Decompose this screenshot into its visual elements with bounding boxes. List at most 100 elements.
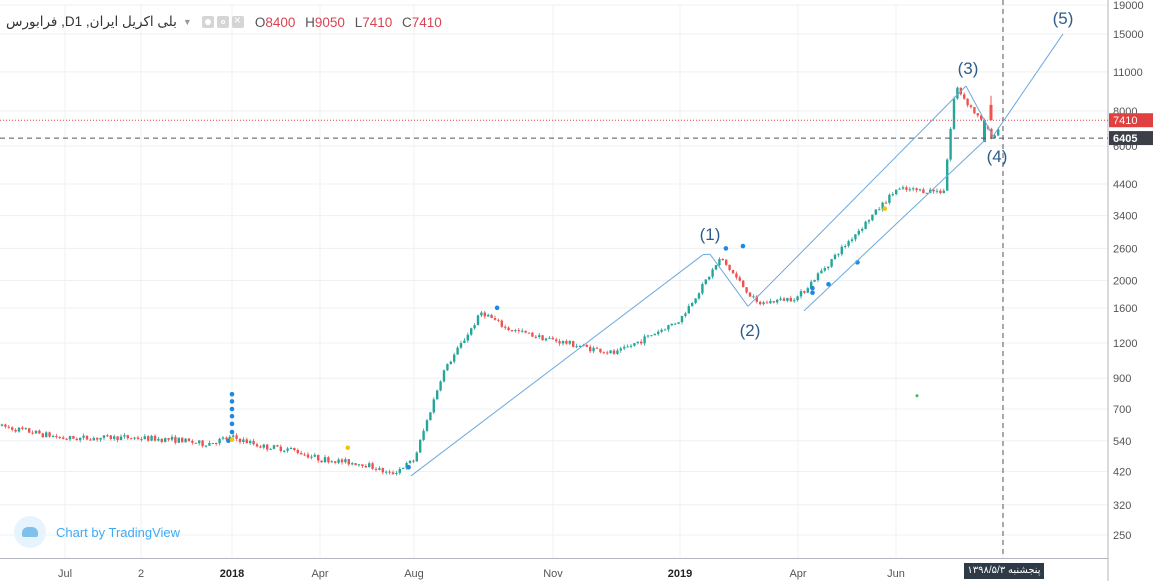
candle-body-177: [603, 352, 605, 353]
candle-body-5: [18, 428, 20, 432]
candle-body-230: [783, 298, 785, 300]
candle-body-141: [480, 313, 482, 316]
candle-body-183: [623, 347, 625, 349]
candle-body-72: [246, 439, 248, 443]
candle-body-215: [732, 270, 734, 273]
candle-body-192: [654, 334, 656, 335]
tradingview-branding[interactable]: Chart by TradingView: [14, 516, 180, 548]
candle-body-182: [620, 348, 622, 350]
candle-body-269: [915, 188, 917, 190]
candle-body-225: [766, 302, 768, 303]
candle-body-137: [467, 335, 469, 341]
chevron-down-icon[interactable]: ▼: [183, 17, 192, 27]
candle-body-25: [86, 436, 88, 440]
candle-body-241: [820, 271, 822, 274]
indicator-dot-17: [882, 206, 887, 211]
candle-body-180: [613, 350, 615, 353]
candle-body-50: [171, 437, 173, 440]
symbol-title[interactable]: فرابورس ,Dبلی اکریل ایران, 1: [6, 14, 177, 30]
x-tick-label-1: 2: [138, 568, 144, 580]
x-tick-label-7: Apr: [789, 568, 806, 580]
candle-body-13: [45, 432, 47, 437]
y-tick-label-11: 4400: [1113, 179, 1137, 191]
candle-body-243: [827, 267, 829, 268]
candle-body-148: [504, 327, 506, 328]
candle-body-203: [691, 303, 693, 306]
wave-label-1: (1): [700, 225, 721, 244]
candle-body-43: [147, 436, 149, 440]
candle-body-147: [501, 321, 503, 327]
indicator-dot-6: [230, 399, 235, 404]
eye-icon[interactable]: [202, 16, 214, 28]
candle-body-157: [535, 337, 537, 338]
candle-body-143: [487, 315, 489, 316]
candle-body-159: [541, 335, 543, 340]
candle-body-204: [694, 298, 696, 303]
candle-body-70: [239, 439, 241, 442]
candle-body-62: [212, 443, 214, 444]
candle-body-268: [912, 188, 914, 189]
candle-body-125: [426, 420, 428, 431]
candle-body-last-up: [983, 120, 986, 142]
candle-body-138: [470, 328, 472, 334]
crosshair-date-label: پنجشنبه ۱۳۹۸/۵/۳: [964, 563, 1044, 579]
candle-body-122: [416, 452, 418, 461]
candle-body-57: [195, 443, 197, 444]
candle-body-160: [545, 338, 547, 340]
candle-body-201: [684, 313, 686, 315]
candle-body-6: [21, 428, 23, 429]
candle-body-202: [688, 306, 690, 313]
candle-body-39: [133, 438, 135, 439]
candle-body-61: [208, 443, 210, 446]
candle-body-163: [555, 339, 557, 341]
candle-body-53: [181, 438, 183, 443]
branding-text[interactable]: Chart by TradingView: [56, 525, 180, 540]
candle-body-211: [718, 259, 720, 265]
candle-body-126: [429, 412, 431, 420]
indicator-dot-3: [230, 422, 235, 427]
y-tick-label-9: 2600: [1113, 243, 1137, 255]
candle-body-173: [589, 347, 591, 351]
candle-body-19: [65, 439, 67, 440]
tradingview-cloud-icon: [14, 516, 46, 548]
candle-body-58: [198, 440, 200, 443]
candle-body-76: [259, 446, 261, 447]
candle-body-172: [586, 345, 588, 347]
candle-body-116: [395, 473, 397, 474]
close-icon[interactable]: [232, 16, 244, 28]
candle-body-248: [844, 246, 846, 247]
candle-body-115: [392, 472, 394, 474]
gear-icon[interactable]: [217, 16, 229, 28]
candle-body-168: [572, 341, 574, 347]
candle-body-174: [592, 348, 594, 351]
candle-body-162: [552, 338, 554, 340]
candle-body-175: [596, 348, 598, 349]
candle-body-176: [599, 349, 601, 353]
candle-body-111: [378, 468, 380, 470]
candle-body-75: [256, 444, 258, 446]
candle-body-29: [99, 438, 101, 440]
x-tick-label-2: 2018: [220, 568, 244, 580]
candle-body-48: [164, 438, 166, 442]
candle-body-11: [38, 431, 40, 434]
x-tick-label-6: 2019: [668, 568, 692, 580]
candle-body-106: [361, 464, 363, 466]
candle-body-44: [150, 436, 152, 441]
candle-body-231: [786, 298, 788, 301]
candle-body-158: [538, 335, 540, 337]
candle-body-80: [273, 445, 275, 449]
candle-body-22: [76, 439, 78, 440]
candle-body-16: [55, 436, 57, 437]
indicator-dot-11: [724, 246, 729, 251]
candle-body-260: [885, 203, 887, 204]
candle-body-2: [8, 427, 10, 428]
candle-body-151: [514, 330, 516, 331]
indicator-dot-14: [810, 290, 815, 295]
candle-body-140: [477, 315, 479, 325]
candle-body-250: [851, 239, 853, 241]
candle-body-69: [235, 435, 237, 438]
candle-body-209: [711, 270, 713, 277]
candle-body-100: [341, 460, 343, 463]
